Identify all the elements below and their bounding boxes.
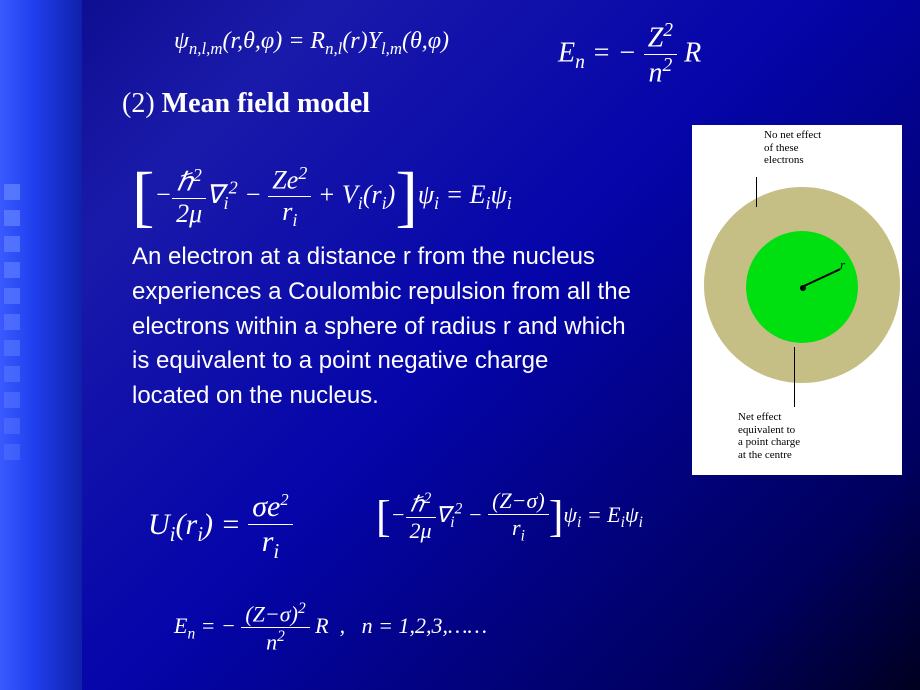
section-heading: (2) Mean field model <box>122 88 370 120</box>
decorative-square <box>4 418 20 434</box>
decorative-square <box>4 392 20 408</box>
energy-equation-top: En = − Z2n2 R <box>558 20 701 90</box>
decorative-square <box>4 236 20 252</box>
wavefunction-equation: ψn,l,m(r,θ,φ) = Rn,l(r)Yl,m(θ,φ) <box>174 28 449 59</box>
decorative-square <box>4 288 20 304</box>
decorative-square <box>4 184 20 200</box>
potential-equation: Ui(ri) = σe2ri <box>148 490 293 564</box>
decorative-square <box>4 314 20 330</box>
shielding-diagram: No net effectof theseelectrons r Net eff… <box>692 125 902 475</box>
decorative-square <box>4 340 20 356</box>
callout-line-bottom <box>794 347 795 407</box>
decorative-square <box>4 444 20 460</box>
decorative-square <box>4 210 20 226</box>
hamiltonian-shielded-equation: [−ℏ22μ∇i2 − (Z−σ)ri]ψi = Eiψi <box>376 488 643 545</box>
decorative-squares <box>4 184 36 470</box>
diagram-top-label: No net effectof theseelectrons <box>764 129 821 167</box>
radius-label: r <box>840 257 845 273</box>
hamiltonian-equation: [−ℏ22μ∇i2 − Ze2ri + Vi(ri)]ψi = Eiψi <box>132 158 512 236</box>
description-paragraph: An electron at a distance r from the nuc… <box>132 240 632 414</box>
callout-line-top <box>756 177 757 207</box>
slide-content: ψn,l,m(r,θ,φ) = Rn,l(r)Yl,m(θ,φ) En = − … <box>82 0 920 690</box>
decorative-square <box>4 366 20 382</box>
energy-shielded-equation: En = − (Z−σ)2n2 R , n = 1,2,3,…… <box>174 600 487 656</box>
heading-title: Mean field model <box>162 88 370 119</box>
diagram-bottom-label: Net effectequivalent toa point chargeat … <box>738 411 800 462</box>
heading-number: (2) <box>122 88 155 119</box>
decorative-square <box>4 262 20 278</box>
